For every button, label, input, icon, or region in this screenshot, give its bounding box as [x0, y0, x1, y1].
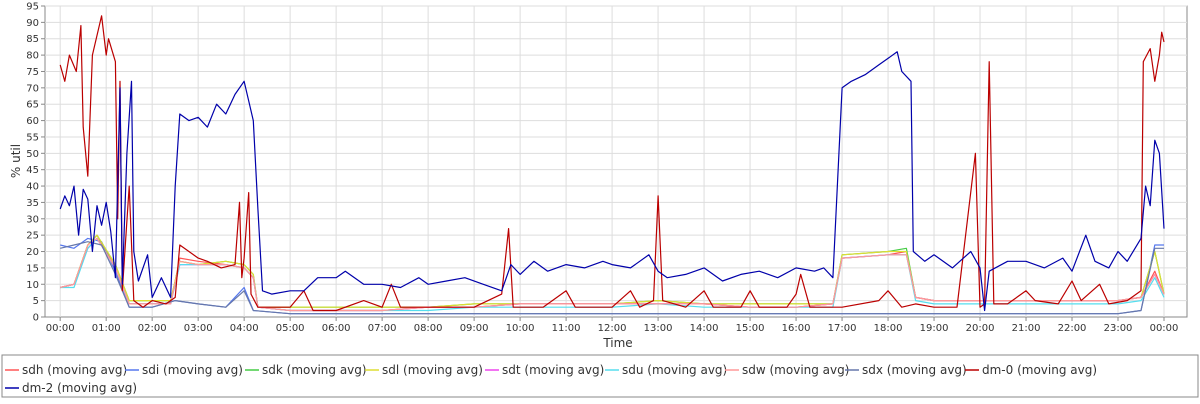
legend-label-sdt: sdt (moving avg): [502, 363, 604, 377]
legend-label-dm-2: dm-2 (moving avg): [22, 381, 137, 395]
legend-box: [1, 354, 1199, 398]
x-tick-label: 02:00: [138, 323, 167, 334]
legend-label-sdi: sdi (moving avg): [142, 363, 243, 377]
x-tick-label: 18:00: [874, 323, 903, 334]
x-tick-label: 06:00: [322, 323, 351, 334]
x-tick-label: 07:00: [368, 323, 397, 334]
y-tick-label: 25: [26, 231, 39, 242]
y-tick-label: 80: [26, 51, 39, 62]
y-tick-label: 60: [26, 116, 39, 127]
y-tick-label: 55: [26, 132, 39, 143]
y-tick-label: 40: [26, 182, 39, 193]
y-tick-label: 65: [26, 100, 39, 111]
x-tick-label: 14:00: [690, 323, 719, 334]
x-tick-label: 01:00: [92, 323, 121, 334]
y-tick-label: 45: [26, 165, 39, 176]
legend-label-sdh: sdh (moving avg): [22, 363, 127, 377]
y-tick-label: 75: [26, 67, 39, 78]
legend-label-sdx: sdx (moving avg): [862, 363, 967, 377]
plot-area: [44, 5, 1188, 318]
x-tick-label: 23:00: [1104, 323, 1133, 334]
x-tick-label: 20:00: [966, 323, 995, 334]
series-line-sdw: [60, 237, 1165, 312]
y-tick-label: 35: [26, 198, 39, 209]
series-layer: [59, 15, 1165, 315]
x-tick-label: 11:00: [552, 323, 581, 334]
x-tick-label: 13:00: [644, 323, 673, 334]
x-tick-label: 15:00: [736, 323, 765, 334]
x-axis-title: Time: [602, 336, 632, 350]
series-line-dm-0: [59, 15, 1165, 312]
legend-label-sdu: sdu (moving avg): [622, 363, 727, 377]
y-tick-label: 30: [26, 214, 39, 225]
x-tick-label: 22:00: [1058, 323, 1087, 334]
y-axis: 0 5 10 15 20 25 30 35 40 45 50 55 60 65 70 75 80 85 90 95: [26, 2, 45, 324]
series-line-dm-2: [59, 51, 1165, 312]
y-tick-label: 5: [33, 296, 39, 307]
x-tick-label: 09:00: [460, 323, 489, 334]
legend-label-sdk: sdk (moving avg): [262, 363, 367, 377]
x-tick-label: 12:00: [598, 323, 627, 334]
y-tick-label: 70: [26, 83, 39, 94]
x-axis: 00:00 01:00 02:00 03:00 04:00 05:00 06:00 07:00…: [46, 317, 1179, 334]
legend-label-sdl: sdl (moving avg): [382, 363, 483, 377]
y-tick-label: 85: [26, 34, 39, 45]
y-tick-label: 95: [26, 2, 39, 13]
x-tick-label: 04:00: [230, 323, 259, 334]
x-tick-label: 17:00: [828, 323, 857, 334]
x-tick-label: 16:00: [782, 323, 811, 334]
legend-label-dm-0: dm-0 (moving avg): [982, 363, 1097, 377]
y-tick-label: 10: [26, 280, 39, 291]
x-tick-label: 08:00: [414, 323, 443, 334]
y-tick-label: 20: [26, 247, 39, 258]
x-tick-label: 19:00: [920, 323, 949, 334]
x-tick-label: 10:00: [506, 323, 535, 334]
x-tick-label: 05:00: [276, 323, 305, 334]
series-line-sdx: [60, 241, 1164, 315]
y-tick-label: 0: [33, 313, 39, 324]
x-tick-label: 21:00: [1012, 323, 1041, 334]
y-axis-title: % util: [9, 144, 23, 178]
y-tick-label: 90: [26, 18, 39, 29]
x-tick-label: 03:00: [184, 323, 213, 334]
legend: sdh (moving avg) sdi (moving avg) sdk (mov…: [5, 363, 1097, 395]
x-tick-label: 00:00: [46, 323, 75, 334]
y-tick-label: 50: [26, 149, 39, 160]
legend-label-sdw: sdw (moving avg): [742, 363, 849, 377]
x-tick-label: 00:00: [1150, 323, 1179, 334]
y-tick-label: 15: [26, 263, 39, 274]
